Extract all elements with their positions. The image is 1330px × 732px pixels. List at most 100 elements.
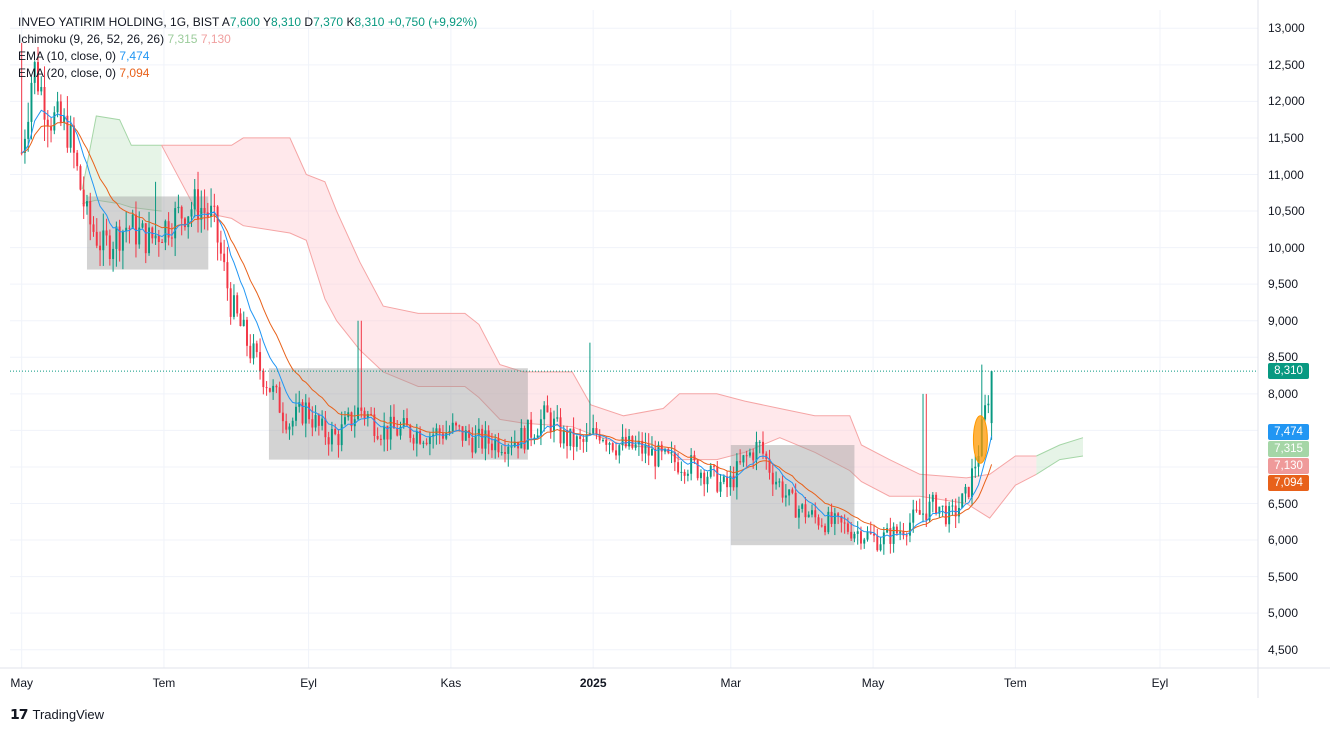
time-tick-label: May — [861, 676, 885, 690]
candle-body — [425, 442, 428, 445]
candle-body — [598, 434, 601, 441]
candle-body — [59, 101, 62, 123]
candle-body — [500, 452, 503, 454]
candle-body — [830, 511, 833, 524]
candle-body — [634, 444, 637, 448]
candle-body — [811, 510, 813, 515]
candle-body — [569, 428, 572, 447]
ema20-value: 7,094 — [119, 66, 150, 80]
price-badge: 7,474 — [1268, 424, 1309, 441]
candle-body — [768, 458, 771, 473]
candle-body — [575, 436, 578, 447]
candle-body — [82, 189, 85, 207]
candle-body — [677, 462, 680, 473]
tradingview-brand[interactable]: 𝟭𝟳 TradingView — [10, 706, 104, 723]
ichimoku-label: Ichimoku (9, 26, 52, 26, 26) — [18, 32, 165, 46]
candle-body — [203, 207, 206, 213]
candle-body — [219, 242, 222, 254]
price-tick-label: 10,000 — [1268, 240, 1305, 255]
legend-ema20-row[interactable]: EMA (20, close, 0) 7,094 — [18, 65, 477, 82]
candle-body — [628, 436, 631, 447]
candle-body — [170, 237, 173, 239]
candle-body — [856, 531, 859, 534]
price-tick-label: 8,000 — [1268, 386, 1299, 401]
price-tick-label: 12,000 — [1268, 94, 1305, 109]
candle-body — [268, 388, 271, 392]
candle-body — [105, 230, 108, 236]
candle-body — [236, 295, 239, 314]
candle-body — [699, 472, 702, 479]
price-tick-label: 10,500 — [1268, 204, 1305, 219]
ichimoku-span-b — [82, 199, 162, 212]
candle-body — [396, 428, 399, 436]
candle-body — [464, 430, 467, 441]
candle-body — [507, 446, 510, 454]
ohlc-low-key: D — [304, 15, 314, 29]
candle-body — [788, 489, 791, 496]
candle-body — [317, 415, 320, 426]
candle-body — [154, 235, 157, 239]
time-tick-label: Tem — [152, 676, 176, 690]
candle-body — [902, 531, 905, 536]
ichimoku-value-1: 7,315 — [167, 32, 198, 46]
candle-body — [360, 407, 363, 411]
candle-body — [735, 461, 738, 488]
candle-body — [53, 112, 56, 131]
ohlc-close-key: K — [346, 15, 355, 29]
candle-body — [873, 533, 876, 536]
candle-body — [595, 428, 598, 435]
candle-body — [899, 531, 902, 534]
candle-body — [726, 476, 729, 488]
candle-body — [794, 492, 797, 518]
candle-body — [647, 444, 650, 456]
candle-body — [72, 125, 75, 153]
candle-body — [530, 419, 533, 438]
candle-body — [187, 216, 190, 228]
candle-body — [448, 431, 451, 433]
consolidation-box — [730, 445, 855, 546]
candle-body — [477, 428, 480, 436]
candle-body — [925, 513, 928, 521]
candle-body — [680, 471, 683, 473]
candle-body — [840, 516, 843, 523]
candle-body — [889, 528, 892, 544]
candle-body — [742, 455, 745, 463]
candle-body — [660, 444, 663, 452]
candle-body — [481, 428, 484, 449]
candle-body — [291, 420, 294, 427]
candle-body — [121, 231, 124, 251]
candle-body — [373, 414, 376, 436]
legend-ichimoku-row[interactable]: Ichimoku (9, 26, 52, 26, 26) 7,315 7,130 — [18, 31, 477, 48]
candle-body — [275, 385, 278, 388]
candle-body — [631, 436, 634, 448]
candle-body — [941, 505, 944, 507]
legend-symbol-row: INVEO YATIRIM HOLDING, 1G, BIST A7,600 Y… — [18, 14, 477, 31]
ichimoku-span-b — [1036, 455, 1084, 475]
price-tick-label: 13,000 — [1268, 21, 1305, 36]
candle-body — [157, 235, 160, 243]
candle-body — [200, 207, 203, 220]
candle-body — [948, 506, 951, 525]
ichimoku-value-2: 7,130 — [200, 32, 231, 46]
candle-body — [601, 439, 604, 441]
candle-body — [827, 511, 830, 533]
ohlc-open-key: A — [221, 15, 230, 29]
candle-body — [739, 461, 742, 463]
candle-body — [804, 504, 807, 518]
price-tick-label: 4,500 — [1268, 642, 1299, 657]
time-tick-label: Tem — [1004, 676, 1027, 690]
candle-body — [183, 218, 186, 228]
candle-body — [223, 253, 226, 263]
candle-body — [644, 444, 647, 454]
candle-body — [66, 115, 69, 148]
candle-body — [242, 319, 245, 327]
price-tick-label: 5,500 — [1268, 569, 1299, 584]
ohlc-high-key: Y — [263, 15, 272, 29]
candle-body — [673, 452, 676, 463]
tradingview-logo-icon: 𝟭𝟳 — [10, 706, 29, 722]
candle-body — [56, 101, 59, 113]
legend-ema10-row[interactable]: EMA (10, close, 0) 7,474 — [18, 48, 477, 65]
candle-body — [814, 510, 817, 518]
candle-body — [605, 439, 608, 445]
